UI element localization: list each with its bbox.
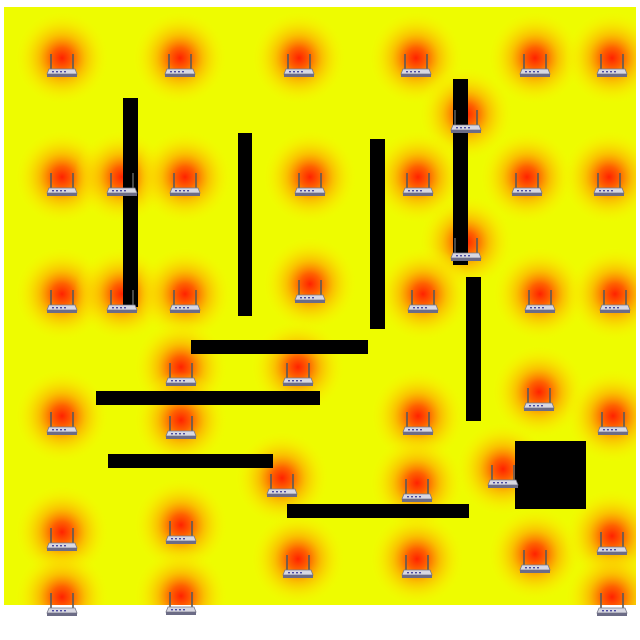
wifi-router-icon[interactable] [596,591,628,619]
wall-horizontal-3 [108,454,273,468]
wall-horizontal-4 [287,504,469,518]
wall-vertical-2 [238,133,252,316]
wifi-router-icon[interactable] [46,591,78,619]
wifi-router-icon[interactable] [597,410,629,438]
wifi-router-icon[interactable] [294,171,326,199]
wifi-router-icon[interactable] [106,288,138,316]
wifi-router-icon[interactable] [169,171,201,199]
wifi-router-icon[interactable] [450,108,482,136]
wifi-router-icon[interactable] [165,519,197,547]
wifi-router-icon[interactable] [523,386,555,414]
wifi-router-icon[interactable] [282,553,314,581]
wifi-router-icon[interactable] [596,530,628,558]
wifi-router-icon[interactable] [401,553,433,581]
wifi-router-icon[interactable] [46,410,78,438]
wifi-router-icon[interactable] [46,171,78,199]
wall-vertical-5 [466,277,481,421]
wifi-router-icon[interactable] [593,171,625,199]
wifi-router-icon[interactable] [46,526,78,554]
wifi-router-icon[interactable] [106,171,138,199]
wifi-router-icon[interactable] [401,477,433,505]
wifi-router-icon[interactable] [519,548,551,576]
wifi-router-icon[interactable] [46,288,78,316]
wifi-router-icon[interactable] [165,414,197,442]
wall-horizontal-1 [191,340,368,354]
wifi-router-icon[interactable] [169,288,201,316]
wifi-router-icon[interactable] [282,361,314,389]
wifi-router-icon[interactable] [164,52,196,80]
wifi-router-icon[interactable] [524,288,556,316]
wifi-router-icon[interactable] [487,463,519,491]
wall-block [515,441,586,509]
wifi-router-icon[interactable] [402,171,434,199]
wifi-router-icon[interactable] [596,52,628,80]
wifi-router-icon[interactable] [283,52,315,80]
wifi-router-icon[interactable] [165,590,197,618]
wall-vertical-3 [370,139,385,329]
wifi-router-icon[interactable] [450,236,482,264]
wifi-router-icon[interactable] [165,361,197,389]
wifi-router-icon[interactable] [407,288,439,316]
wifi-router-icon[interactable] [46,52,78,80]
wall-horizontal-2 [96,391,320,405]
wifi-router-icon[interactable] [294,278,326,306]
wifi-router-icon[interactable] [599,288,631,316]
wall-vertical-1 [123,98,138,307]
wifi-router-icon[interactable] [511,171,543,199]
wifi-router-icon[interactable] [519,52,551,80]
wifi-router-icon[interactable] [400,52,432,80]
wifi-router-icon[interactable] [402,410,434,438]
wifi-router-icon[interactable] [266,472,298,500]
